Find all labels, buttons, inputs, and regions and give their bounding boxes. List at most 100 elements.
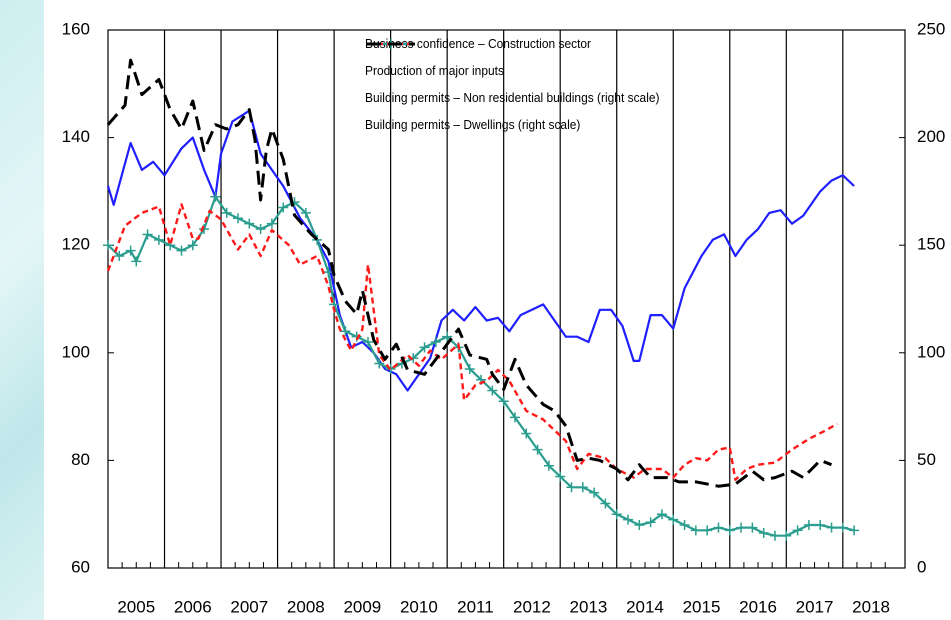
legend-item: Production of major inputs (365, 39, 745, 78)
point-marker (645, 517, 656, 528)
y-tick-label: 160 (62, 19, 90, 38)
point-marker (199, 224, 210, 235)
legend-label: Building permits – Dwellings (right scal… (365, 117, 581, 132)
point-marker (487, 385, 498, 396)
x-tick-label: 2018 (852, 597, 890, 616)
x-tick-label: 2012 (513, 597, 551, 616)
point-marker (702, 525, 713, 536)
point-marker (623, 514, 634, 525)
point-marker (125, 245, 136, 256)
y2-tick-label: 250 (917, 19, 945, 38)
legend-key (367, 42, 415, 46)
point-marker (363, 337, 374, 348)
point-marker (815, 519, 826, 530)
point-marker (509, 412, 520, 423)
point-marker (442, 331, 453, 342)
point-marker (826, 522, 837, 533)
legend-label: Building permits – Non residential build… (365, 90, 660, 105)
point-marker (713, 522, 724, 533)
y-tick-label: 140 (62, 127, 90, 146)
point-marker (153, 234, 164, 245)
point-marker (724, 525, 735, 536)
point-marker (210, 191, 221, 202)
point-marker (176, 245, 187, 256)
point-marker (255, 224, 266, 235)
x-tick-label: 2014 (626, 597, 664, 616)
point-marker (244, 218, 255, 229)
point-marker (690, 525, 701, 536)
x-tick-label: 2008 (287, 597, 325, 616)
point-marker (555, 471, 566, 482)
y2-tick-label: 150 (917, 235, 945, 254)
legend-item: Building permits – Non residential build… (365, 42, 745, 105)
x-tick-label: 2015 (683, 597, 721, 616)
y2-tick-label: 0 (917, 557, 926, 576)
point-marker (351, 331, 362, 342)
point-marker (430, 337, 441, 348)
legend-label: Business confidence – Construction secto… (365, 36, 592, 51)
series-line (106, 203, 838, 481)
legend: Business confidence – Construction secto… (365, 36, 745, 144)
y-tick-label: 80 (71, 450, 90, 469)
legend-label: Production of major inputs (365, 63, 504, 78)
y-tick-label: 100 (62, 342, 90, 361)
point-marker (419, 342, 430, 353)
point-marker (600, 498, 611, 509)
x-tick-label: 2013 (570, 597, 608, 616)
point-marker (340, 326, 351, 337)
point-marker (266, 218, 277, 229)
y-tick-label: 60 (71, 557, 90, 576)
x-tick-label: 2005 (117, 597, 155, 616)
y2-tick-label: 200 (917, 127, 945, 146)
y2-tick-label: 100 (917, 342, 945, 361)
point-marker (589, 487, 600, 498)
point-marker (221, 207, 232, 218)
point-marker (142, 229, 153, 240)
point-marker (187, 240, 198, 251)
background-strip (0, 0, 44, 620)
point-marker (611, 509, 622, 520)
point-marker (114, 250, 125, 261)
point-marker (498, 396, 509, 407)
point-marker (103, 240, 113, 251)
point-marker (566, 482, 577, 493)
point-marker (849, 525, 860, 536)
point-marker (668, 514, 679, 525)
legend-item: Business confidence – Construction secto… (365, 36, 745, 51)
point-marker (803, 519, 814, 530)
point-marker (792, 525, 803, 536)
point-marker (521, 428, 532, 439)
point-marker (679, 519, 690, 530)
point-marker (464, 363, 475, 374)
x-tick-label: 2006 (174, 597, 212, 616)
x-tick-label: 2009 (343, 597, 381, 616)
x-tick-label: 2011 (457, 597, 494, 616)
point-marker (747, 522, 758, 533)
series-line (106, 109, 855, 392)
point-marker (374, 358, 385, 369)
point-marker (233, 213, 244, 224)
x-tick-label: 2007 (230, 597, 268, 616)
y2-tick-label: 50 (917, 450, 936, 469)
point-marker (781, 530, 792, 541)
point-marker (131, 256, 142, 267)
x-tick-label: 2017 (796, 597, 834, 616)
point-marker (532, 444, 543, 455)
point-marker (278, 202, 289, 213)
x-tick-label: 2010 (400, 597, 438, 616)
y-tick-label: 120 (62, 235, 90, 254)
point-marker (634, 519, 645, 530)
point-marker (736, 522, 747, 533)
point-marker (300, 207, 311, 218)
point-marker (543, 460, 554, 471)
series-line (106, 58, 833, 488)
point-marker (837, 522, 848, 533)
point-marker (758, 528, 769, 539)
point-marker (769, 530, 780, 541)
point-marker (323, 267, 334, 278)
x-tick-label: 2016 (739, 597, 777, 616)
legend-item: Building permits – Dwellings (right scal… (365, 42, 745, 132)
point-marker (577, 482, 588, 493)
